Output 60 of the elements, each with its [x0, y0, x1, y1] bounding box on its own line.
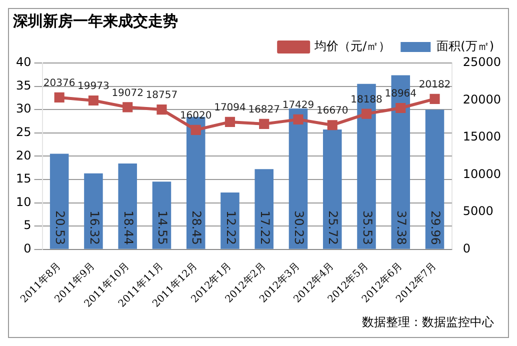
data-label: 17.22 [258, 210, 272, 245]
point [54, 92, 64, 103]
legend-label: 均价（元/㎡） [314, 39, 391, 54]
data-label: 16670 [316, 106, 348, 117]
point [259, 118, 270, 129]
data-label: 18757 [146, 90, 178, 102]
data-label: 14.55 [156, 210, 170, 245]
point [293, 114, 304, 124]
data-label: 16.32 [87, 210, 102, 245]
data-label: 20.53 [53, 210, 68, 245]
legend-label: 面积(万㎡) [436, 39, 494, 54]
data-label: 17094 [214, 102, 246, 114]
point [190, 124, 201, 135]
bar [50, 154, 69, 249]
y-tick-label: 35 [16, 78, 32, 92]
bar [118, 163, 137, 249]
y-tick-label: 20 [16, 148, 32, 162]
data-label: 19072 [112, 88, 144, 99]
bar [288, 108, 308, 249]
data-label: 17429 [282, 100, 314, 112]
data-label: 20182 [418, 80, 451, 91]
y-tick-label: 40 [16, 55, 32, 70]
data-label: 29.96 [428, 210, 443, 245]
y2-tick-label: 5000 [462, 204, 494, 218]
bar [425, 110, 444, 249]
data-label: 25.72 [326, 210, 340, 245]
data-label: 19973 [78, 81, 110, 92]
point [327, 120, 338, 130]
y-tick-label: 5 [24, 218, 32, 232]
point [122, 102, 133, 112]
y-tick-label: 15 [16, 172, 32, 186]
data-label: 12.22 [224, 210, 238, 245]
data-label: 37.38 [394, 210, 409, 245]
point [361, 108, 372, 119]
data-label: 35.53 [360, 210, 374, 245]
point [430, 94, 440, 104]
y-tick-label: 30 [16, 102, 32, 116]
bar [84, 173, 103, 249]
bar [220, 192, 240, 249]
bar [254, 169, 274, 249]
y-tick-label: 25 [16, 125, 32, 140]
bar [322, 130, 342, 249]
data-label: 20376 [43, 78, 76, 90]
y-tick-label: 10 [16, 194, 32, 209]
y2-tick-label: 15000 [462, 130, 502, 144]
data-label: 28.45 [190, 210, 204, 245]
data-label: 30.23 [292, 210, 306, 245]
data-label: 18.44 [121, 210, 136, 245]
chart-title: 深圳新房一年来成交走势 [12, 12, 178, 30]
y-tick-label: 0 [24, 242, 32, 256]
text: 数据整理：数据监控中心 [362, 314, 494, 331]
point [224, 116, 236, 127]
y2-tick-label: 10000 [462, 166, 502, 181]
data-label: 16827 [248, 104, 280, 116]
point [396, 102, 406, 114]
point [156, 104, 167, 115]
y2-tick-label: 25000 [462, 55, 502, 70]
y2-tick-label: 20000 [462, 92, 502, 106]
point [88, 95, 98, 106]
y2-tick-label: 0 [462, 242, 470, 256]
